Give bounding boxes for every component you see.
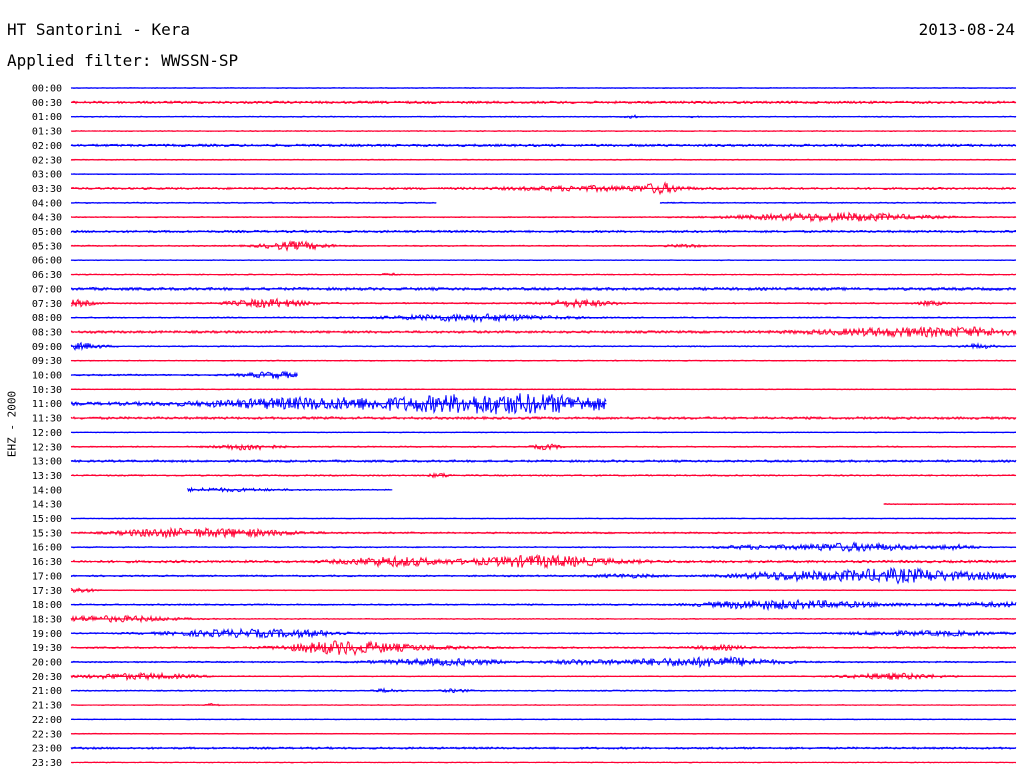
date-label: 2013-08-24 [918, 20, 1015, 39]
time-tick-label: 13:00 [32, 457, 62, 468]
time-tick-label: 17:30 [32, 586, 62, 597]
filter-label: Applied filter: WWSSN-SP [7, 51, 239, 70]
time-tick-label: 07:00 [32, 284, 62, 295]
time-tick-label: 12:30 [32, 442, 62, 453]
time-tick-label: 06:00 [32, 256, 62, 267]
time-tick-label: 02:30 [32, 155, 62, 166]
time-tick-label: 10:30 [32, 385, 62, 396]
time-tick-label: 19:30 [32, 643, 62, 654]
trace-line [70, 286, 1017, 292]
time-tick-label: 23:00 [32, 744, 62, 755]
station-title: HT Santorini - Kera [7, 20, 191, 39]
time-tick-label: 01:30 [32, 127, 62, 138]
time-tick-label: 13:30 [32, 471, 62, 482]
time-tick-label: 11:30 [32, 414, 62, 425]
time-tick-label: 15:30 [32, 528, 62, 539]
time-tick-label: 00:30 [32, 98, 62, 109]
time-tick-label: 18:00 [32, 600, 62, 611]
time-tick-label: 18:30 [32, 614, 62, 625]
time-tick-label: 22:00 [32, 715, 62, 726]
time-tick-label: 22:30 [32, 729, 62, 740]
time-tick-label: 11:00 [32, 399, 62, 410]
time-tick-label: 23:30 [32, 758, 62, 769]
time-tick-label: 03:30 [32, 184, 62, 195]
time-tick-label: 15:00 [32, 514, 62, 525]
time-tick-label: 09:00 [32, 342, 62, 353]
time-tick-label: 16:30 [32, 557, 62, 568]
time-tick-label: 21:30 [32, 701, 62, 712]
time-tick-label: 17:00 [32, 571, 62, 582]
time-tick-label: 21:00 [32, 686, 62, 697]
time-tick-label: 12:00 [32, 428, 62, 439]
time-tick-label: 16:00 [32, 543, 62, 554]
time-tick-label: 08:00 [32, 313, 62, 324]
time-tick-label: 09:30 [32, 356, 62, 367]
time-tick-label: 05:30 [32, 241, 62, 252]
time-tick-label: 07:30 [32, 299, 62, 310]
time-tick-label: 08:30 [32, 327, 62, 338]
time-tick-label: 05:00 [32, 227, 62, 238]
time-tick-label: 01:00 [32, 112, 62, 123]
time-tick-label: 14:30 [32, 500, 62, 511]
time-tick-label: 10:00 [32, 371, 62, 382]
time-tick-label: 00:00 [32, 84, 62, 95]
time-tick-label: 03:00 [32, 170, 62, 181]
time-tick-label: 20:00 [32, 658, 62, 669]
time-tick-label: 19:00 [32, 629, 62, 640]
time-tick-label: 02:00 [32, 141, 62, 152]
trace-line [70, 393, 607, 415]
time-tick-label: 06:30 [32, 270, 62, 281]
time-tick-label: 04:00 [32, 198, 62, 209]
time-tick-label: 20:30 [32, 672, 62, 683]
time-tick-label: 14:00 [32, 485, 62, 496]
time-tick-label: 04:30 [32, 213, 62, 224]
